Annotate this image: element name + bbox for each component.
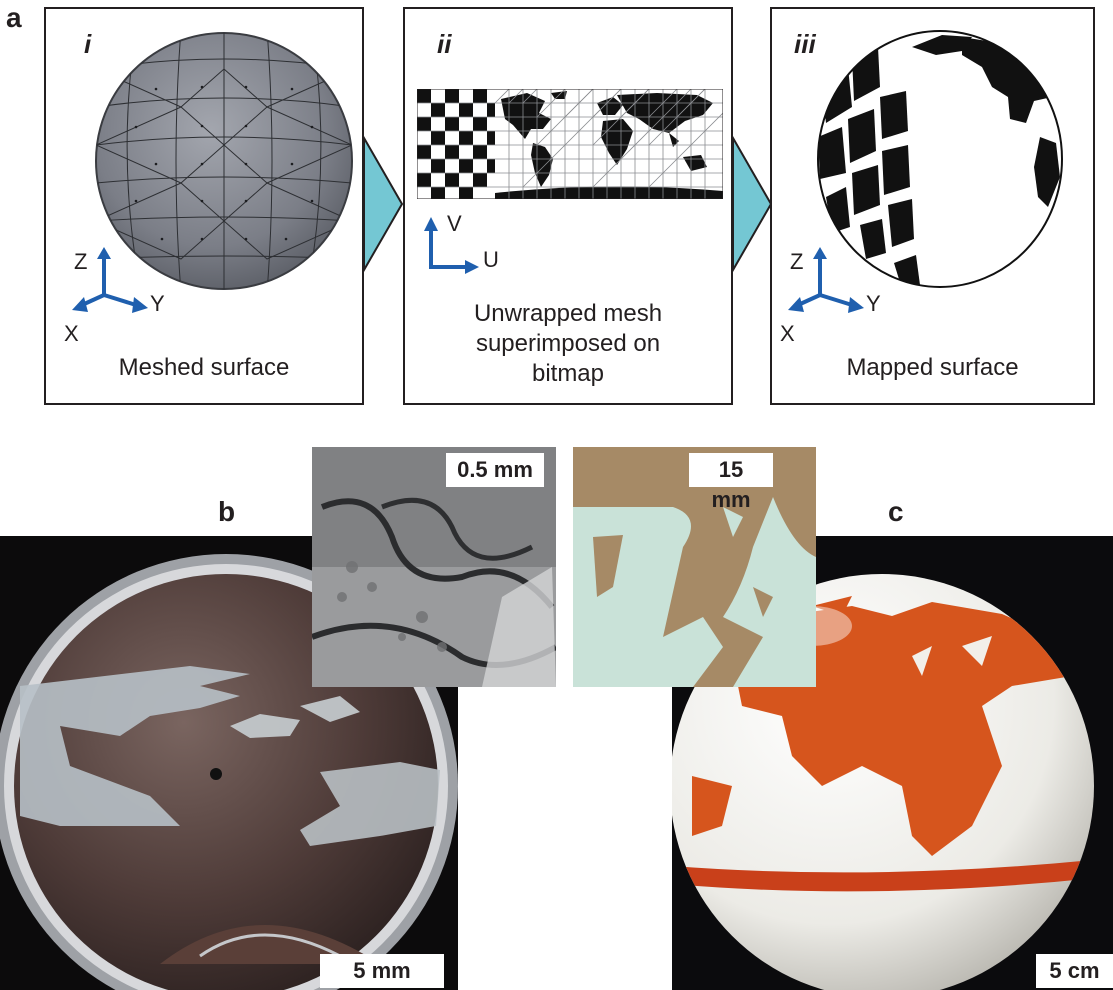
step-ii-numeral: ii	[437, 29, 452, 59]
axis-y-label: Y	[150, 291, 165, 316]
axis-x-label-mapped: X	[780, 321, 795, 346]
panel-b-inset-scale: 0.5 mm	[446, 453, 544, 487]
axis-z-label: Z	[74, 249, 88, 274]
panel-c-scale-bar: 5 cm	[1036, 954, 1113, 988]
axis-u-label: U	[483, 247, 499, 272]
step-ii-caption-line-2: superimposed on	[475, 330, 661, 357]
uv-axes-icon	[424, 217, 479, 274]
panel-a-box-i: i	[44, 7, 364, 405]
panel-b-inset-micrograph: 0.5 mm	[312, 447, 556, 687]
process-arrow-1-icon	[363, 136, 404, 272]
step-ii-caption: Unwrapped mesh superimposed on bitmap	[405, 299, 731, 389]
unwrapped-mesh-bitmap	[417, 89, 723, 199]
panel-c-inset-photo: 15 mm	[573, 447, 816, 687]
panel-c-letter: c	[888, 496, 904, 527]
step-ii-caption-line-1: Unwrapped mesh	[473, 300, 663, 327]
axis-v-label: V	[447, 211, 462, 236]
step-iii-numeral: iii	[794, 29, 816, 59]
panel-b-scale-bar: 5 mm	[320, 954, 444, 988]
step-ii-caption-line-3: bitmap	[531, 360, 605, 387]
mapped-sphere	[817, 30, 1063, 288]
step-i-numeral: i	[84, 29, 92, 59]
xyz-axes-icon-mapped	[788, 247, 864, 313]
step-iii-caption: Mapped surface	[846, 354, 1019, 381]
process-arrow-2-icon	[732, 136, 773, 272]
panel-a-box-iii: iii	[770, 7, 1095, 405]
panel-b-letter: b	[218, 496, 236, 527]
meshed-sphere	[95, 32, 353, 290]
axis-z-label-mapped: Z	[790, 249, 804, 274]
step-i-caption: Meshed surface	[118, 354, 290, 381]
panel-a-box-ii: ii	[403, 7, 733, 405]
xyz-axes-icon	[72, 247, 148, 313]
axis-x-label: X	[64, 321, 79, 346]
panel-c-inset-scale: 15 mm	[689, 453, 773, 512]
panel-a-letter: a	[6, 2, 22, 33]
axis-y-label-mapped: Y	[866, 291, 881, 316]
